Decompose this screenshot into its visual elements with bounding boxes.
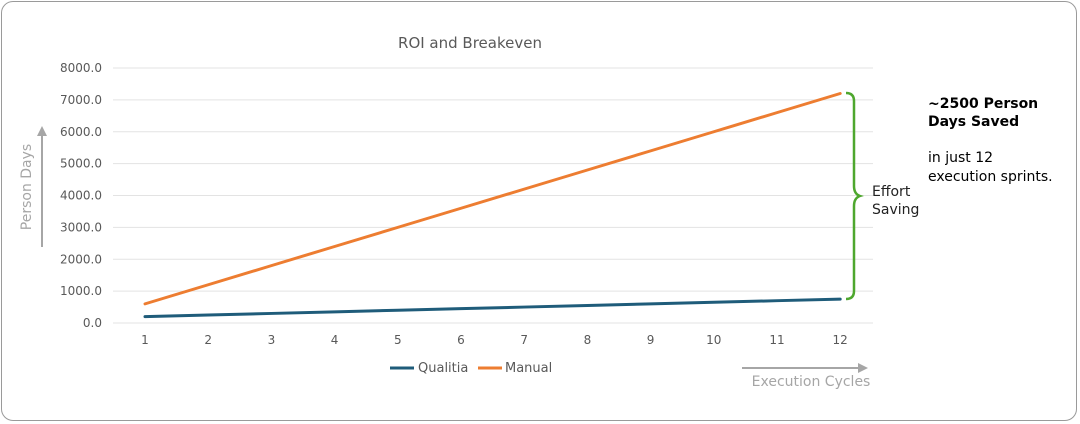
x-tick-label: 3 [268,333,276,347]
callout-line2: execution sprints. [928,169,1053,185]
legend-label-qualitia: Qualitia [418,361,468,376]
grid-lines [113,67,873,324]
x-tick-labels: 1 2 3 4 5 6 7 8 9 10 11 12 [141,333,848,347]
effort-saving-brace [845,91,864,301]
effort-saving-label-line2: Saving [872,202,919,218]
x-axis-arrow-head [858,363,868,373]
y-tick-label: 0.0 [83,316,102,330]
x-tick-label: 4 [331,333,339,347]
y-tick-label: 6000.0 [60,125,102,139]
y-tick-label: 7000.0 [60,93,102,107]
chart-title: ROI and Breakeven [398,34,542,52]
legend: Qualitia Manual [390,361,552,376]
callout-bold-line1: ~2500 Person [928,96,1038,112]
y-tick-label: 2000.0 [60,252,102,266]
y-tick-label: 5000.0 [60,157,102,171]
effort-saving-label-line1: Effort [872,184,911,200]
y-tick-labels: 0.0 1000.0 2000.0 3000.0 4000.0 5000.0 6000.0 7… [60,61,102,330]
x-tick-label: 5 [394,333,402,347]
x-tick-label: 1 [141,333,149,347]
series-line-qualitia [143,297,842,319]
callout-bold-line2: Days Saved [928,114,1019,130]
x-tick-label: 2 [204,333,212,347]
x-axis-title: Execution Cycles [752,374,871,390]
y-axis-arrow-head [37,126,47,136]
x-tick-label: 10 [706,333,721,347]
callout-line1: in just 12 [928,150,993,166]
y-tick-label: 4000.0 [60,189,102,203]
y-tick-label: 8000.0 [60,61,102,75]
x-tick-label: 6 [457,333,465,347]
series-line-manual [143,92,842,306]
x-tick-label: 9 [647,333,655,347]
x-tick-label: 8 [584,333,592,347]
series-lines [143,92,842,319]
x-tick-label: 12 [833,333,848,347]
x-tick-label: 7 [520,333,528,347]
y-axis-title: Person Days [19,144,35,230]
y-tick-label: 3000.0 [60,220,102,234]
legend-label-manual: Manual [505,361,552,376]
y-tick-label: 1000.0 [60,284,102,298]
x-tick-label: 11 [769,333,784,347]
